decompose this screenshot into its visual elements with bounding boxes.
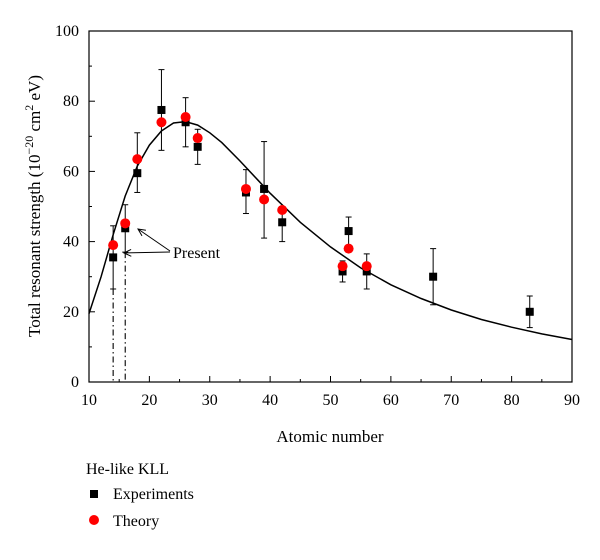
theory-point — [361, 261, 372, 272]
x-tick-label: 60 — [383, 392, 399, 409]
experiment-point — [525, 307, 534, 316]
annotation-arrow-line — [123, 251, 171, 254]
experiment-point — [362, 267, 371, 276]
y-tick-label: 40 — [63, 234, 79, 251]
experiment-point — [344, 227, 353, 236]
y-tick-label: 60 — [63, 163, 79, 180]
experiment-point — [133, 169, 142, 178]
legend-label-experiments: Experiments — [113, 486, 194, 503]
experiment-point — [181, 118, 190, 127]
x-tick-label: 90 — [564, 392, 580, 409]
x-tick-label: 40 — [262, 392, 278, 409]
y-axis-title: Total resonant strength (10−20 cm2 eV) — [22, 75, 44, 337]
plot-area: 10 20 30 40 50 60 70 80 90 0 20 40 60 80 100 — [55, 23, 580, 409]
y-tick-label: 20 — [63, 304, 79, 321]
theory-point — [192, 133, 203, 144]
y-tick-label: 0 — [71, 374, 79, 391]
x-tick-label: 50 — [323, 392, 339, 409]
x-axis-title: Atomic number — [276, 427, 384, 446]
theory-point — [132, 154, 143, 165]
y-tick-label: 100 — [55, 23, 79, 40]
theory-point — [337, 261, 348, 272]
fit-curve-line — [88, 120, 573, 341]
legend-label-theory: Theory — [113, 513, 159, 530]
x-tick-label: 30 — [202, 392, 218, 409]
experiment-point — [338, 267, 347, 276]
theory-point — [277, 205, 288, 216]
theory-point — [120, 218, 131, 229]
y-tick-label: 80 — [63, 93, 79, 110]
theory-point — [240, 183, 251, 194]
experiment-point — [278, 218, 287, 227]
experiment-point — [193, 142, 202, 151]
legend: He-like KLL Experiments Theory — [86, 461, 194, 530]
annotation-present: Present — [173, 245, 221, 262]
x-tick-label: 20 — [141, 392, 157, 409]
experiment-point — [429, 272, 438, 281]
legend-title: He-like KLL — [86, 461, 169, 478]
experiment-point — [260, 184, 269, 193]
experiment-point — [157, 105, 166, 114]
annotation-arrow-head — [137, 228, 146, 237]
x-tick-label: 70 — [443, 392, 459, 409]
theory-point — [156, 117, 167, 128]
theory-point — [259, 194, 270, 205]
theory-point — [108, 240, 119, 251]
legend-marker-theory — [89, 515, 99, 525]
experiment-point — [109, 253, 118, 262]
theory-point — [343, 243, 354, 254]
legend-marker-experiments — [90, 490, 98, 498]
x-tick-label: 10 — [81, 392, 97, 409]
annotation-arrow-head — [122, 248, 132, 257]
x-tick-label: 80 — [504, 392, 520, 409]
annotation-arrow-line — [137, 228, 171, 252]
theory-point — [180, 111, 191, 122]
